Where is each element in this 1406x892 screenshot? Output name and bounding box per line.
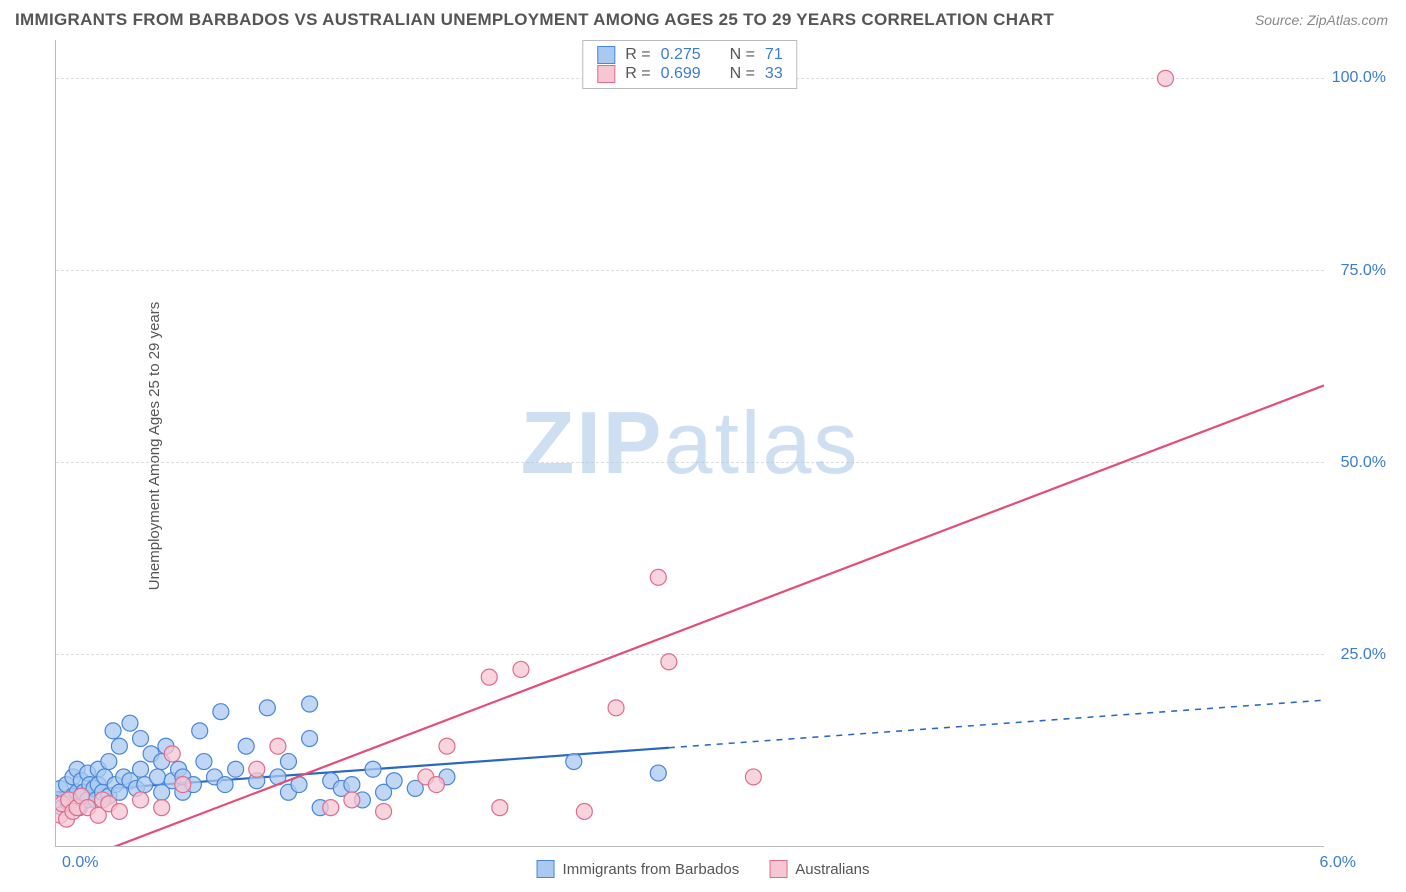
data-point-australians [492, 800, 508, 816]
x-tick-min: 0.0% [62, 854, 98, 872]
legend-swatch [537, 860, 555, 878]
data-point-barbados [650, 765, 666, 781]
y-tick-label: 100.0% [1332, 69, 1386, 87]
data-point-australians [133, 792, 149, 808]
legend-n-value: 33 [765, 65, 783, 83]
data-point-barbados [133, 761, 149, 777]
plot-area: ZIPatlas R = 0.275 N = 71R = 0.699 N = 3… [55, 40, 1324, 847]
y-tick-label: 50.0% [1341, 454, 1386, 472]
data-point-australians [608, 700, 624, 716]
data-point-barbados [386, 773, 402, 789]
data-point-barbados [365, 761, 381, 777]
chart-title: IMMIGRANTS FROM BARBADOS VS AUSTRALIAN U… [15, 10, 1054, 30]
legend-r-value: 0.275 [661, 46, 701, 64]
data-point-australians [344, 792, 360, 808]
data-point-australians [164, 746, 180, 762]
data-point-barbados [228, 761, 244, 777]
data-point-australians [270, 738, 286, 754]
legend-n-label: N = [730, 65, 755, 83]
y-tick-label: 75.0% [1341, 262, 1386, 280]
data-point-barbados [105, 723, 121, 739]
bottom-legend: Immigrants from Barbados Australians [537, 860, 870, 878]
data-point-barbados [344, 777, 360, 793]
data-point-barbados [213, 704, 229, 720]
source-attribution: Source: ZipAtlas.com [1255, 12, 1388, 28]
data-point-australians [439, 738, 455, 754]
data-point-australians [376, 803, 392, 819]
top-legend-row: R = 0.275 N = 71 [597, 46, 782, 64]
data-point-barbados [280, 754, 296, 770]
data-point-australians [111, 803, 127, 819]
data-point-barbados [259, 700, 275, 716]
data-point-australians [1158, 70, 1174, 86]
legend-r-label: R = [625, 46, 650, 64]
legend-swatch [597, 46, 615, 64]
data-point-australians [745, 769, 761, 785]
data-point-barbados [111, 738, 127, 754]
trend-line-dashed-barbados [669, 700, 1324, 748]
legend-r-label: R = [625, 65, 650, 83]
legend-n-value: 71 [765, 46, 783, 64]
top-legend: R = 0.275 N = 71R = 0.699 N = 33 [582, 40, 797, 89]
trend-line-australians [56, 385, 1324, 846]
data-point-barbados [149, 769, 165, 785]
legend-n-label: N = [730, 46, 755, 64]
data-point-barbados [133, 731, 149, 747]
data-point-barbados [238, 738, 254, 754]
data-point-australians [154, 800, 170, 816]
data-point-australians [249, 761, 265, 777]
data-point-australians [481, 669, 497, 685]
bottom-legend-item: Immigrants from Barbados [537, 860, 740, 878]
scatter-svg [56, 40, 1324, 846]
data-point-australians [513, 661, 529, 677]
top-legend-row: R = 0.699 N = 33 [597, 65, 782, 83]
bottom-legend-item: Australians [769, 860, 869, 878]
data-point-barbados [192, 723, 208, 739]
data-point-australians [576, 803, 592, 819]
data-point-australians [661, 654, 677, 670]
data-point-australians [175, 777, 191, 793]
legend-r-value: 0.699 [661, 65, 701, 83]
data-point-australians [428, 777, 444, 793]
data-point-barbados [101, 754, 117, 770]
data-point-australians [650, 569, 666, 585]
data-point-barbados [122, 715, 138, 731]
data-point-barbados [217, 777, 233, 793]
data-point-barbados [566, 754, 582, 770]
data-point-barbados [196, 754, 212, 770]
legend-swatch [597, 65, 615, 83]
legend-label: Immigrants from Barbados [563, 861, 740, 878]
y-tick-label: 25.0% [1341, 646, 1386, 664]
x-tick-max: 6.0% [1320, 854, 1356, 872]
data-point-barbados [302, 696, 318, 712]
data-point-barbados [302, 731, 318, 747]
legend-swatch [769, 860, 787, 878]
legend-label: Australians [795, 861, 869, 878]
data-point-australians [323, 800, 339, 816]
